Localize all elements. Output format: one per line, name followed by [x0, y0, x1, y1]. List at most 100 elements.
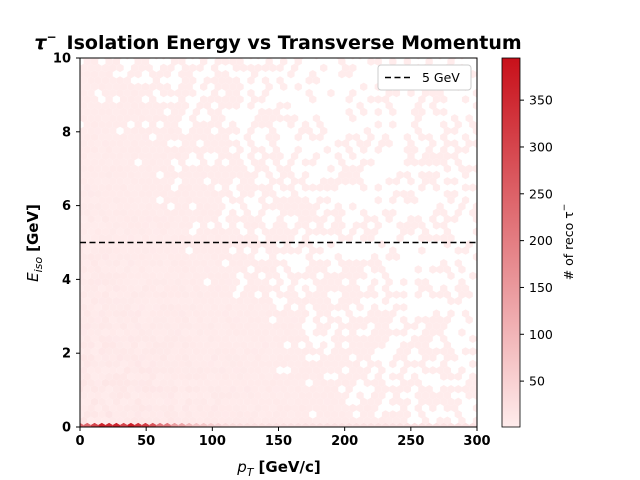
hexbin-cell	[149, 208, 157, 217]
hexbin-cell	[87, 76, 95, 85]
hexbin-cell	[320, 265, 328, 274]
hexbin-cell	[218, 328, 226, 337]
hexbin-cell	[181, 391, 190, 400]
hexbin-cell	[181, 227, 190, 236]
hexbin-cell	[174, 277, 182, 287]
hexbin-cell	[94, 353, 102, 362]
hexbin-cell	[83, 120, 91, 129]
hexbin-cell	[403, 133, 411, 142]
hexbin-cell	[105, 170, 113, 180]
hexbin-cell	[160, 126, 168, 136]
hexbin-cell	[356, 353, 364, 362]
hexbin-cell	[432, 309, 441, 318]
hexbin-cell	[134, 271, 142, 280]
hexbin-cell	[229, 296, 237, 306]
hexbin-cell	[203, 189, 211, 199]
hexbin-cell	[134, 246, 142, 255]
hexbin-cell	[341, 303, 350, 312]
hexbin-cell	[472, 403, 477, 413]
hexbin-cell	[120, 284, 128, 293]
hexbin-cell	[345, 347, 353, 356]
hexbin-cell	[356, 315, 364, 325]
hexbin-cell	[225, 303, 233, 312]
hexbin-cell	[167, 227, 175, 236]
hexbin-cell	[90, 259, 99, 268]
hexbin-cell	[87, 151, 95, 161]
hexbin-cell	[210, 353, 219, 362]
hexbin-cell	[123, 88, 131, 98]
hexbin-cell	[469, 359, 477, 369]
hexbin-cell	[192, 422, 201, 427]
hexbin-cell	[156, 410, 164, 419]
hexbin-cell	[276, 63, 284, 73]
hexbin-cell	[225, 252, 233, 262]
hexbin-cell	[305, 290, 313, 299]
hexbin-cell	[218, 76, 226, 85]
hexbin-cell	[80, 177, 88, 186]
hexbin-cell	[112, 158, 121, 167]
hexbin-cell	[200, 221, 208, 230]
hexbin-cell	[378, 378, 386, 388]
hexbin-cell	[225, 315, 233, 325]
hexbin-cell	[410, 221, 419, 230]
hexbin-cell	[123, 101, 131, 110]
hexbin-cell	[98, 145, 106, 154]
hexbin-cell	[170, 271, 179, 280]
hexbin-cell	[200, 309, 208, 318]
hexbin-cell	[378, 265, 386, 274]
hexbin-cell	[418, 246, 426, 255]
hexbin-cell	[83, 322, 91, 331]
hexbin-cell	[381, 296, 390, 306]
hexbin-cell	[120, 107, 128, 117]
hexbin-cell	[443, 139, 452, 148]
hexbin-cell	[185, 372, 193, 381]
hexbin-cell	[236, 397, 244, 406]
hexbin-cell	[240, 189, 248, 199]
hexbin-cell	[80, 277, 88, 287]
hexbin-cell	[389, 372, 397, 381]
hexbin-cell	[367, 397, 375, 406]
hexbin-cell	[225, 391, 233, 400]
hexbin-cell	[396, 410, 404, 419]
hexbin-cell	[403, 397, 411, 406]
hexbin-cell	[152, 214, 161, 224]
hexbin-cell	[105, 145, 113, 154]
hexbin-cell	[218, 227, 226, 236]
hexbin-cell	[127, 145, 135, 154]
hexbin-cell	[316, 120, 324, 129]
hexbin-cell	[465, 290, 473, 299]
hexbin-cell	[240, 315, 248, 325]
hexbin-cell	[334, 328, 342, 337]
hexbin-cell	[218, 353, 226, 362]
hexbin-cell	[203, 101, 211, 110]
hexbin-cell	[440, 359, 448, 369]
hexbin-cell	[363, 366, 371, 375]
hexbin-cell	[312, 391, 321, 400]
hexbin-cell	[334, 315, 342, 325]
hexbin-cell	[269, 252, 277, 262]
hexbin-cell	[90, 385, 99, 394]
hexbin-cell	[83, 246, 91, 255]
hexbin-cell	[120, 385, 128, 394]
hexbin-cell	[261, 315, 270, 325]
hexbin-cell	[323, 145, 331, 154]
hexbin-cell	[163, 259, 171, 268]
hexbin-cell	[200, 170, 208, 180]
hexbin-cell	[80, 359, 84, 369]
hexbin-cell	[152, 164, 161, 173]
hexbin-cell	[232, 139, 241, 148]
hexbin-cell	[269, 126, 277, 136]
hexbin-cell	[192, 120, 201, 129]
hexbin-cell	[392, 189, 401, 199]
hexbin-cell	[261, 76, 270, 85]
hexbin-cell	[440, 208, 448, 217]
hexbin-cell	[207, 271, 215, 280]
hexbin-cell	[269, 189, 277, 199]
hexbin-cell	[440, 107, 448, 117]
hexbin-cell	[414, 114, 422, 123]
hexbin-cell	[87, 303, 95, 312]
hexbin-cell	[214, 397, 222, 406]
hexbin-cell	[167, 126, 175, 136]
hexbin-cell	[320, 214, 328, 224]
hexbin-cell	[247, 139, 255, 148]
